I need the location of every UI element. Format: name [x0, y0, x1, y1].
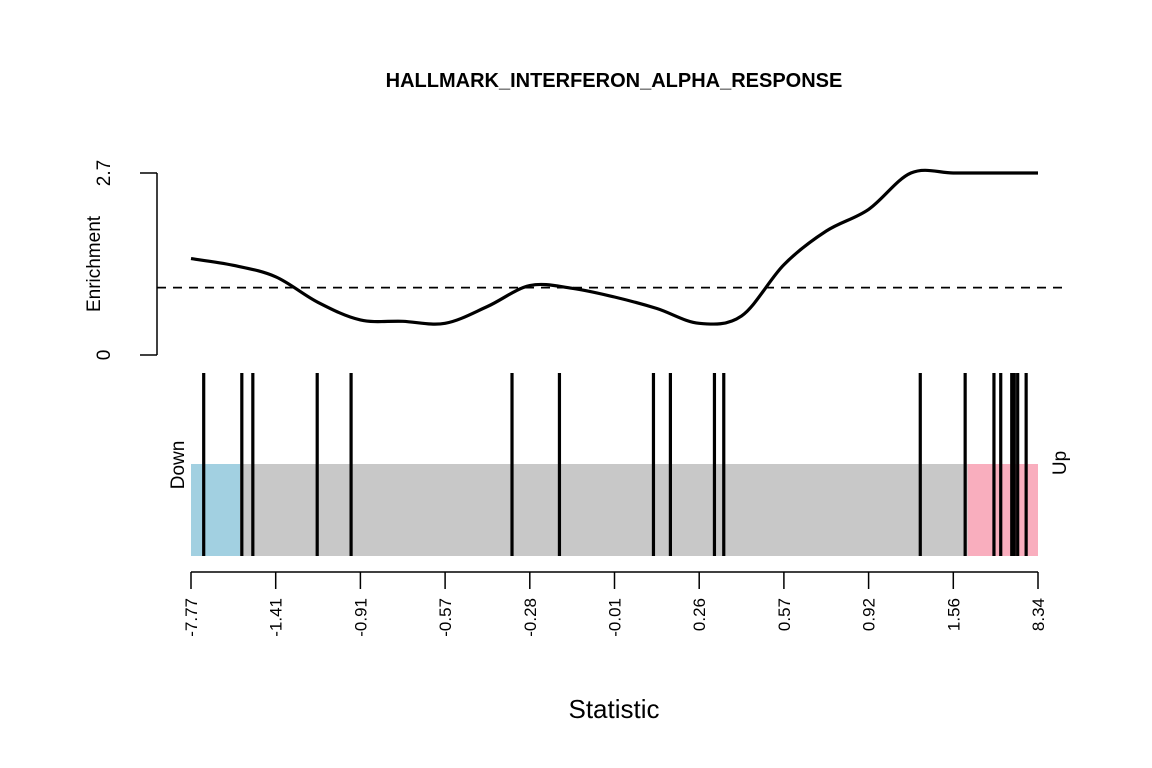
y-tick-label-max: 2.7	[94, 160, 115, 186]
x-tick-label-3: -0.57	[436, 598, 455, 637]
x-tick-label-7: 0.57	[775, 598, 794, 631]
x-tick-label-4: -0.28	[521, 598, 540, 637]
x-tick-label-8: 0.92	[860, 598, 879, 631]
x-axis-label: Statistic	[568, 694, 659, 724]
down-region	[191, 464, 241, 556]
x-tick-label-9: 1.56	[944, 598, 963, 631]
enrichment-curve	[190, 168, 1038, 326]
x-tick-label-10: 8.34	[1029, 598, 1048, 631]
up-label: Up	[1050, 451, 1071, 475]
x-tick-label-2: -0.91	[351, 598, 370, 637]
x-axis: -7.77 -1.41 -0.91 -0.57 -0.28 -0.01 0.26 0.57 0.…	[182, 571, 1048, 637]
middle-region	[240, 464, 968, 556]
down-label: Down	[168, 441, 189, 490]
enrichment-y-axis: 2.7 0 Enrichment	[84, 160, 158, 361]
x-tick-label-5: -0.01	[606, 598, 625, 637]
x-tick-label-1: -1.41	[267, 598, 286, 637]
gene-bars	[202, 373, 1028, 556]
chart-title: HALLMARK_INTERFERON_ALPHA_RESPONSE	[386, 70, 843, 92]
x-tick-label-6: 0.26	[690, 598, 709, 631]
x-tick-label-0: -7.77	[182, 598, 201, 637]
y-axis-label: Enrichment	[84, 215, 105, 312]
y-tick-label-min: 0	[94, 350, 115, 361]
